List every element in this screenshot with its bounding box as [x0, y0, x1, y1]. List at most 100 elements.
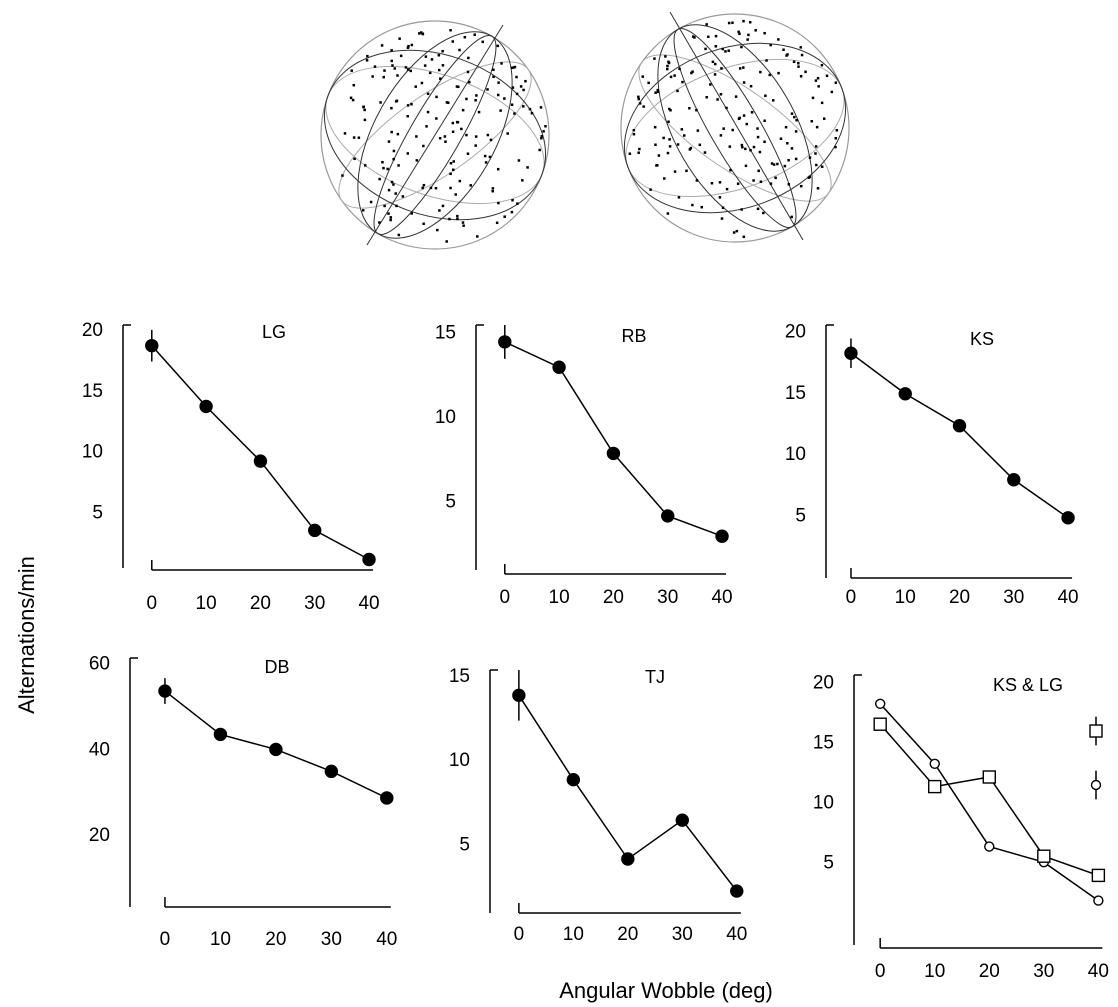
- sphere-dot: [794, 157, 798, 161]
- sphere-dot: [769, 43, 772, 47]
- sphere-dot: [756, 135, 760, 139]
- sphere-dot: [667, 120, 670, 123]
- sphere-dot: [721, 47, 724, 51]
- data-point: [873, 717, 887, 731]
- sphere-dot: [540, 136, 543, 140]
- sphere-dot: [515, 92, 519, 96]
- y-tick-label: 15: [449, 666, 470, 687]
- sphere-dot: [438, 209, 441, 212]
- sphere-dot: [424, 55, 428, 58]
- sphere-dot: [690, 71, 693, 75]
- data-point: [324, 764, 339, 779]
- panel: KS 5 10 15 20 0 10 20 30 40: [785, 321, 1079, 608]
- sphere-dot: [410, 102, 413, 106]
- sphere-dot: [429, 186, 433, 190]
- sphere-dot: [542, 130, 545, 133]
- sphere-dot: [822, 117, 826, 120]
- sphere-dot: [441, 64, 445, 67]
- data-point: [929, 758, 940, 769]
- sphere-dot: [456, 214, 459, 218]
- sphere-dot: [435, 95, 438, 99]
- sphere-dot: [647, 81, 650, 85]
- sphere-dot: [434, 186, 438, 190]
- sphere-dot: [389, 216, 393, 219]
- x-tick-label: 0: [146, 593, 157, 614]
- panel: RB 5 10 15 0 10 20 30 40: [435, 322, 733, 608]
- sphere-dot: [731, 128, 734, 132]
- sphere-dot: [436, 228, 439, 232]
- sphere-dot: [449, 28, 452, 32]
- data-point: [199, 399, 213, 414]
- data-point: [874, 698, 886, 709]
- x-tick-label: 10: [210, 929, 231, 950]
- sphere-dot: [452, 168, 455, 172]
- x-tick-label: 10: [196, 593, 217, 614]
- sphere-dot: [834, 136, 838, 140]
- sphere-dot: [668, 145, 672, 148]
- sphere-dot: [728, 145, 732, 148]
- sphere-dot: [811, 96, 815, 100]
- sphere-dot: [737, 117, 741, 121]
- sphere-dot: [682, 134, 686, 137]
- sphere-dot: [731, 21, 734, 25]
- data-point: [380, 791, 394, 805]
- sphere-dot: [820, 101, 824, 105]
- sphere-dot: [742, 81, 746, 84]
- sphere-dot: [378, 221, 381, 224]
- sphere-dot: [693, 36, 696, 39]
- sphere-dot: [351, 98, 355, 102]
- sphere-dot: [720, 67, 723, 70]
- panel: LG 5 10 15 20 0 10 20 30 40: [82, 320, 380, 614]
- data-point: [928, 779, 942, 794]
- sphere-dot: [363, 118, 367, 122]
- sphere-dot: [835, 129, 839, 132]
- sphere-dot: [742, 19, 745, 23]
- sphere-dot: [496, 167, 500, 171]
- sphere-dot: [497, 81, 500, 84]
- y-tick-label: 20: [89, 825, 110, 846]
- sphere-dot: [666, 212, 670, 215]
- sphere-dot: [786, 141, 789, 145]
- x-tick-label: 20: [603, 587, 624, 608]
- sphere-dot: [538, 148, 541, 152]
- data-line: [504, 341, 723, 537]
- data-point: [730, 884, 744, 898]
- sphere-dot: [511, 198, 514, 202]
- sphere-dot: [808, 156, 812, 159]
- sphere-dot: [817, 85, 820, 88]
- sphere-dot: [418, 32, 421, 35]
- sphere-dot: [457, 85, 460, 89]
- data-point: [158, 684, 172, 698]
- sphere-dot: [637, 151, 640, 154]
- sphere-dot: [461, 108, 465, 112]
- sphere-dot: [451, 121, 455, 125]
- sphere-dot: [373, 65, 377, 68]
- sphere-dot: [492, 68, 495, 72]
- data-point: [253, 454, 268, 468]
- data-point: [1007, 473, 1021, 487]
- sphere-dot: [475, 94, 478, 97]
- panel-title: KS: [970, 329, 994, 349]
- sphere-dot: [407, 44, 410, 48]
- sphere-dot: [677, 196, 681, 199]
- y-tick-label: 5: [795, 506, 806, 527]
- sphere-dot: [716, 98, 719, 101]
- sphere-dot: [787, 159, 790, 162]
- sphere-dot: [681, 80, 684, 84]
- sphere-dot: [496, 44, 500, 48]
- sphere-dot: [445, 101, 449, 104]
- sphere-dot: [488, 155, 492, 159]
- data-point: [512, 688, 526, 703]
- data-point: [1061, 511, 1075, 525]
- sphere-dot: [451, 40, 455, 43]
- sphere-dot: [448, 217, 451, 221]
- sphere-dot: [519, 85, 523, 88]
- sphere-dot: [637, 95, 640, 99]
- sphere-dot: [714, 34, 718, 38]
- sphere-dot: [383, 69, 386, 72]
- sphere-dot: [395, 204, 398, 208]
- sphere-dot: [820, 165, 824, 168]
- data-point: [1037, 849, 1051, 863]
- sphere-dot: [669, 75, 673, 79]
